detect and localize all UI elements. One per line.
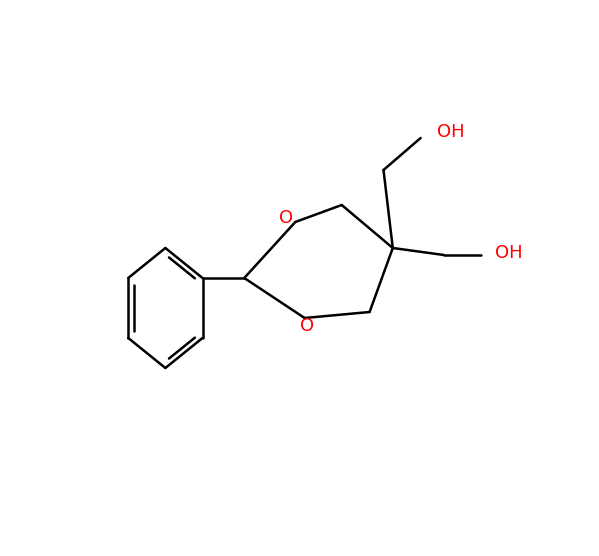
Text: OH: OH bbox=[495, 244, 522, 262]
Text: OH: OH bbox=[437, 123, 465, 141]
Text: O: O bbox=[300, 317, 314, 335]
Text: O: O bbox=[279, 209, 293, 227]
